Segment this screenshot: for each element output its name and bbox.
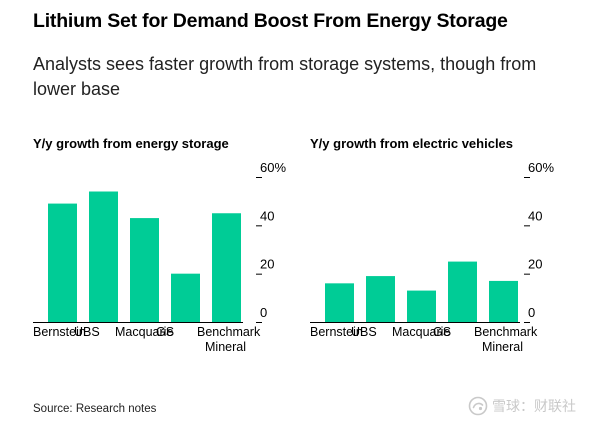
y-tick-label: 20 [528, 257, 542, 272]
x-tick-label: UBS [351, 325, 377, 339]
chart-title-energy-storage: Y/y growth from energy storage [33, 136, 229, 151]
bar-ubs [366, 276, 395, 322]
y-tick-label: 40 [528, 208, 542, 223]
watermark: 雪球：财联社 [468, 396, 576, 416]
x-tick-label: Benchmark Mineral [197, 325, 261, 354]
page-title: Lithium Set for Demand Boost From Energy… [33, 10, 508, 32]
bar-macquarie [130, 218, 159, 322]
y-tick-label: 0 [528, 305, 535, 320]
x-tick-label: Benchmark Mineral [474, 325, 538, 354]
x-tick-label: UBS [74, 325, 100, 339]
x-tick-label: GS [156, 325, 174, 339]
x-tick-label: Macquarie [115, 325, 173, 339]
bar-gs [448, 261, 477, 322]
bar-benchmark-mineral [212, 213, 241, 322]
bar-benchmark-mineral [489, 280, 518, 322]
bar-macquarie [407, 290, 436, 322]
x-tick-label: Bernstein [33, 325, 86, 339]
x-tick-label: GS [433, 325, 451, 339]
y-tick-label: 20 [260, 257, 274, 272]
snowball-logo-icon [468, 396, 488, 416]
x-tick-label: Bernstein [310, 325, 363, 339]
y-tick-label: 0 [260, 305, 267, 320]
bar-bernstein [325, 283, 354, 322]
y-tick-label: 60% [260, 160, 286, 175]
bar-ubs [89, 191, 118, 322]
y-tick-label: 40 [260, 208, 274, 223]
x-tick-label: Macquarie [392, 325, 450, 339]
watermark-text: 雪球：财联社 [492, 398, 576, 414]
y-tick-label: 60% [528, 160, 554, 175]
page-subtitle: Analysts sees faster growth from storage… [33, 54, 537, 99]
chart-title-electric-vehicles: Y/y growth from electric vehicles [310, 136, 514, 151]
source-note: Source: Research notes [33, 403, 157, 415]
bar-bernstein [48, 203, 77, 322]
bar-gs [171, 273, 200, 322]
